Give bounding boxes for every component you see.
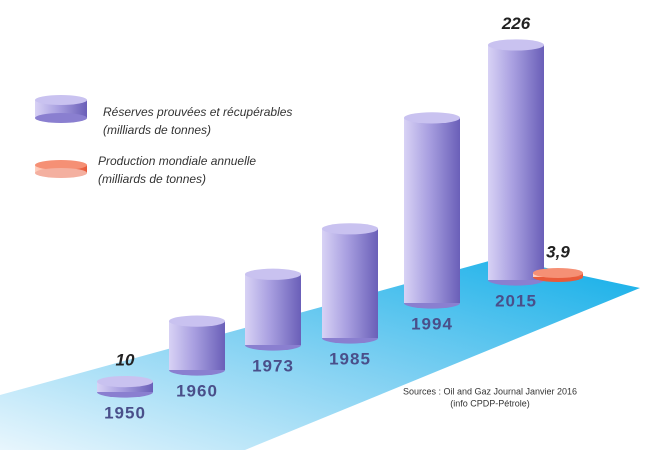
x-tick-label: 1985 [329,349,371,368]
bar [169,315,225,376]
bar-body [169,321,225,370]
bar-body [322,228,378,338]
value-label: 3,9 [546,242,570,261]
bar [488,39,544,286]
bar-top [169,315,225,327]
bar-top [245,268,301,280]
legend: Réserves prouvées et récupérables (milli… [35,95,292,186]
x-tick-label: 2015 [495,291,537,310]
bar-body [404,117,460,303]
legend-swatch-bottom [35,168,87,178]
legend-label: Production mondiale annuelle [98,154,256,168]
bar-top [404,112,460,124]
source: Sources : Oil and Gaz Journal Janvier 20… [403,386,577,396]
bar [322,223,378,344]
x-tick-label: 1994 [411,314,453,333]
value-label: 226 [501,14,531,33]
legend-swatch-top [35,95,87,105]
bar-top [322,223,378,235]
bar [404,112,460,309]
bar [533,267,583,282]
legend-swatch-top [35,160,87,170]
legend-note: (milliards de tonnes) [103,123,211,137]
legend-swatch-bottom [35,113,87,123]
legend-label: Réserves prouvées et récupérables [103,105,292,119]
legend-note: (milliards de tonnes) [98,172,206,186]
floor [0,258,640,450]
bar [245,268,301,351]
bar-body [245,274,301,345]
value-label: 10 [116,350,135,369]
legend-swatch [35,100,87,118]
source: (info CPDP-Pétrole) [450,398,530,408]
bar-top [488,39,544,51]
x-tick-label: 1960 [176,381,218,400]
bar-top [533,267,583,278]
x-tick-label: 1973 [252,356,294,375]
bar [97,376,153,398]
x-tick-label: 1950 [104,403,146,422]
bar-top [97,376,153,388]
bar-body [488,44,544,281]
